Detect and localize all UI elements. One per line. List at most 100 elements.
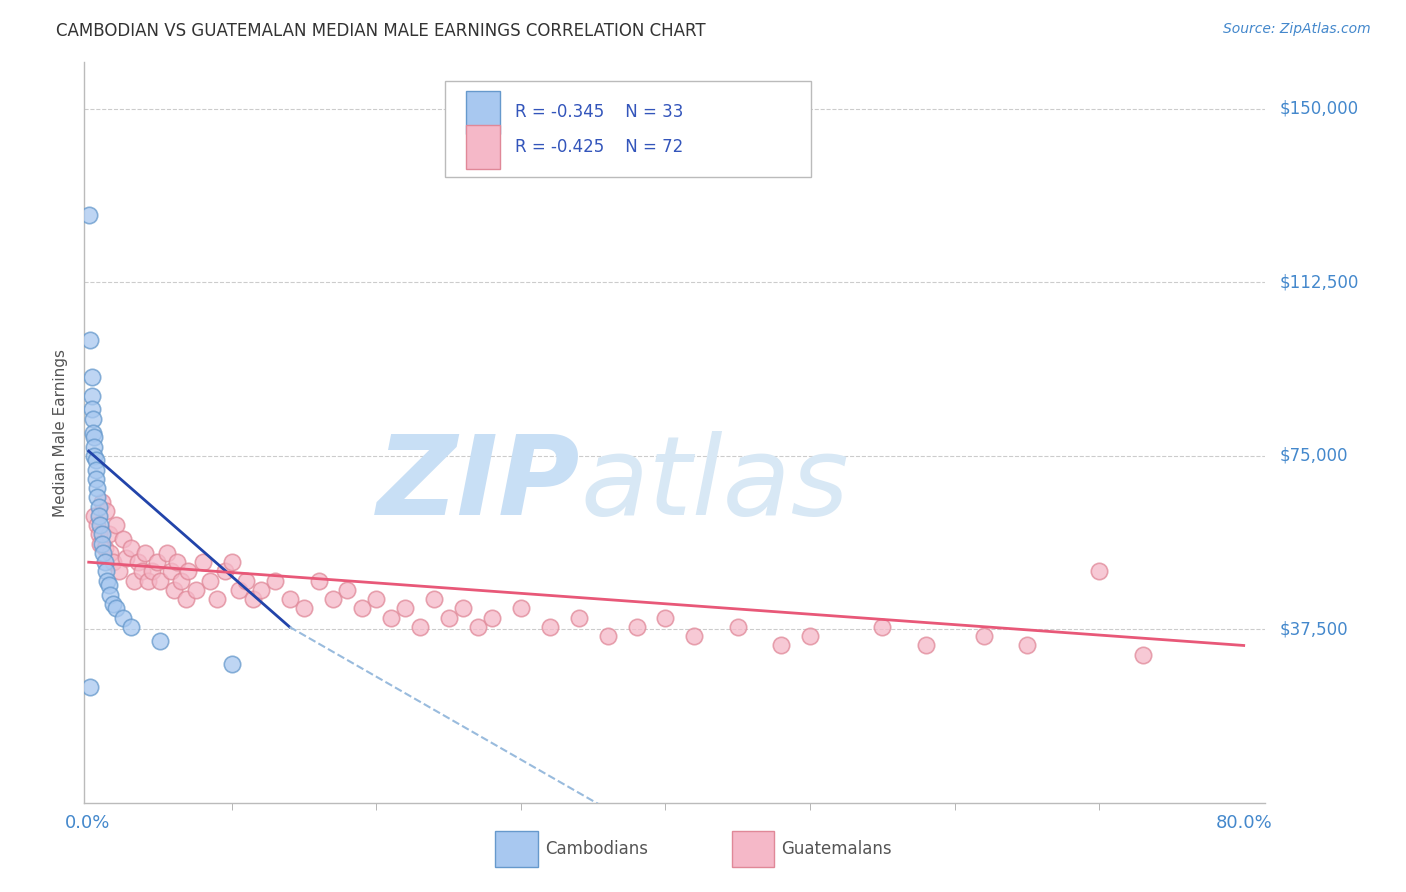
Point	[322, 592, 344, 607]
FancyBboxPatch shape	[731, 831, 775, 867]
Point	[914, 639, 936, 653]
Point	[872, 620, 894, 634]
Point	[481, 610, 503, 624]
Point	[156, 546, 179, 560]
Text: ZIP: ZIP	[377, 431, 581, 538]
Point	[82, 411, 104, 425]
Point	[134, 546, 156, 560]
Point	[83, 440, 105, 454]
Point	[654, 610, 676, 624]
Text: R = -0.425    N = 72: R = -0.425 N = 72	[516, 138, 683, 156]
Point	[214, 565, 236, 579]
Point	[568, 610, 591, 624]
Point	[409, 620, 432, 634]
Point	[89, 536, 111, 550]
Point	[264, 574, 287, 588]
Point	[308, 574, 330, 588]
Point	[467, 620, 489, 634]
Point	[198, 574, 221, 588]
Point	[141, 565, 163, 579]
Point	[105, 518, 128, 533]
Point	[80, 370, 103, 384]
Point	[90, 527, 112, 541]
Point	[86, 491, 108, 505]
Point	[683, 629, 706, 643]
Point	[174, 592, 197, 607]
Point	[84, 462, 107, 476]
FancyBboxPatch shape	[465, 126, 501, 169]
Text: $150,000: $150,000	[1279, 100, 1358, 118]
Point	[366, 592, 388, 607]
Point	[973, 629, 995, 643]
Point	[120, 541, 142, 556]
Point	[100, 588, 122, 602]
FancyBboxPatch shape	[444, 81, 811, 178]
Point	[96, 574, 118, 588]
Point	[380, 610, 402, 624]
Point	[120, 620, 142, 634]
Point	[350, 601, 373, 615]
Text: CAMBODIAN VS GUATEMALAN MEDIAN MALE EARNINGS CORRELATION CHART: CAMBODIAN VS GUATEMALAN MEDIAN MALE EARN…	[56, 22, 706, 40]
Point	[103, 555, 125, 569]
Point	[97, 578, 120, 592]
Point	[100, 546, 122, 560]
Text: Cambodians: Cambodians	[546, 840, 648, 858]
Text: atlas: atlas	[581, 431, 849, 538]
Point	[79, 333, 101, 347]
Point	[184, 582, 207, 597]
Point	[1132, 648, 1154, 662]
Point	[148, 633, 170, 648]
Point	[90, 536, 112, 550]
Point	[177, 565, 200, 579]
Point	[94, 504, 117, 518]
Point	[115, 550, 138, 565]
Y-axis label: Median Male Earnings: Median Male Earnings	[53, 349, 69, 516]
Point	[799, 629, 821, 643]
Point	[538, 620, 561, 634]
Point	[191, 555, 214, 569]
Point	[83, 430, 105, 444]
Point	[170, 574, 193, 588]
Point	[242, 592, 264, 607]
Point	[136, 574, 159, 588]
Point	[278, 592, 301, 607]
Text: $112,500: $112,500	[1279, 273, 1358, 291]
Point	[221, 657, 243, 671]
Point	[166, 555, 188, 569]
Point	[235, 574, 257, 588]
Point	[87, 508, 110, 523]
Point	[89, 518, 111, 533]
Text: Source: ZipAtlas.com: Source: ZipAtlas.com	[1223, 22, 1371, 37]
Text: $75,000: $75,000	[1279, 447, 1348, 465]
Point	[84, 472, 107, 486]
FancyBboxPatch shape	[465, 91, 501, 135]
Point	[112, 532, 135, 546]
Point	[84, 453, 107, 467]
Point	[221, 555, 243, 569]
Point	[148, 574, 170, 588]
Point	[163, 582, 186, 597]
Point	[127, 555, 149, 569]
Point	[451, 601, 474, 615]
Point	[423, 592, 446, 607]
Text: $37,500: $37,500	[1279, 620, 1348, 639]
Point	[80, 402, 103, 417]
Point	[437, 610, 460, 624]
Point	[83, 449, 105, 463]
Point	[336, 582, 359, 597]
Point	[727, 620, 749, 634]
Point	[626, 620, 648, 634]
Point	[770, 639, 793, 653]
Point	[90, 495, 112, 509]
Point	[86, 518, 108, 533]
Point	[80, 388, 103, 402]
Text: Guatemalans: Guatemalans	[782, 840, 891, 858]
Point	[82, 425, 104, 440]
Point	[596, 629, 619, 643]
Point	[145, 555, 167, 569]
Point	[228, 582, 250, 597]
Point	[105, 601, 128, 615]
Point	[292, 601, 315, 615]
Point	[131, 565, 153, 579]
Point	[249, 582, 271, 597]
